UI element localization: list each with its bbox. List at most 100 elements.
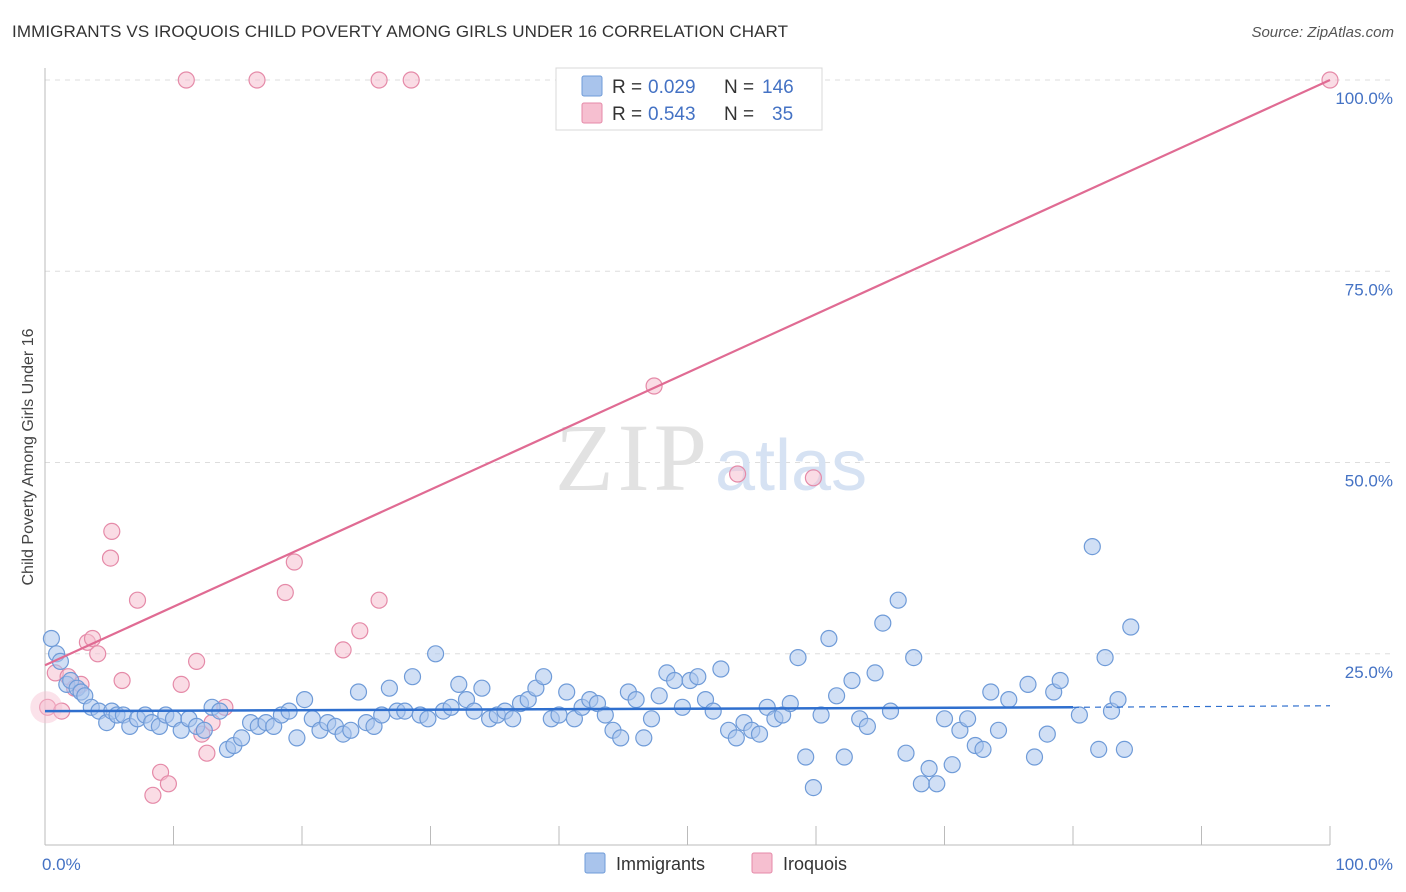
iroquois-trend-line xyxy=(44,78,1331,667)
iroquois-point-18 xyxy=(188,652,206,671)
immigrants-point-135 xyxy=(1083,537,1101,556)
immigrants-point-82 xyxy=(642,710,661,728)
immigrants-point-128 xyxy=(1000,690,1018,709)
iroquois-point-27 xyxy=(351,622,369,640)
immigrants-point-137 xyxy=(1096,648,1114,667)
immigrants-point-85 xyxy=(665,671,684,690)
legend-n-value-1: 146 xyxy=(762,77,794,98)
immigrants-point-71 xyxy=(558,683,576,701)
legend-n-label-1: N = xyxy=(724,77,754,98)
immigrants-trend-extension xyxy=(1072,705,1331,708)
immigrants-point-91 xyxy=(712,660,730,678)
immigrants-point-110 xyxy=(858,717,877,736)
correlation-legend: R = 0.029 N = 146 R = 0.543 N = 35 xyxy=(555,67,823,131)
immigrants-point-24 xyxy=(195,721,213,739)
axes-layer xyxy=(44,68,1331,846)
immigrants-point-139 xyxy=(1109,690,1127,709)
immigrants-point-60 xyxy=(473,679,491,697)
iroquois-point-13 xyxy=(144,786,162,804)
legend-immigrants-swatch xyxy=(581,75,603,97)
immigrants-point-133 xyxy=(1051,671,1069,690)
immigrants-point-121 xyxy=(943,756,961,774)
immigrants-point-126 xyxy=(982,683,1000,701)
watermark: ZIP atlas xyxy=(555,404,867,511)
immigrants-point-117 xyxy=(912,775,931,793)
immigrants-point-103 xyxy=(804,778,823,797)
immigrants-point-50 xyxy=(396,702,414,720)
immigrants-point-83 xyxy=(650,687,668,705)
bottom-legend-iroquois: Iroquois xyxy=(783,854,847,874)
legend-r-value-1: 0.029 xyxy=(648,77,696,98)
immigrants-point-78 xyxy=(612,729,630,747)
y-tick-label-2: 75.0% xyxy=(1345,280,1393,299)
immigrants-point-118 xyxy=(920,759,938,778)
immigrants-point-44 xyxy=(349,683,368,701)
legend-r-label-1: R = xyxy=(612,77,642,98)
immigrants-point-59 xyxy=(465,702,483,720)
immigrants-point-116 xyxy=(905,648,923,667)
iroquois-point-20 xyxy=(198,744,216,762)
immigrants-point-125 xyxy=(974,740,992,759)
immigrants-point-93 xyxy=(727,729,745,747)
y-axis-label: Child Poverty Among Girls Under 16 xyxy=(20,328,37,585)
iroquois-point-24 xyxy=(276,583,294,602)
grid-layer xyxy=(45,79,1395,655)
immigrants-point-136 xyxy=(1090,740,1108,759)
immigrants-point-106 xyxy=(827,687,846,705)
immigrants-point-76 xyxy=(596,706,614,724)
immigrants-point-123 xyxy=(958,710,977,728)
iroquois-edge-cluster xyxy=(30,691,63,724)
immigrants-point-64 xyxy=(504,710,522,728)
immigrants-point-130 xyxy=(1025,748,1044,766)
bottom-legend-iroquois-swatch xyxy=(751,852,773,874)
x-tick-label-min: 0.0% xyxy=(42,855,81,874)
immigrants-point-56 xyxy=(442,698,460,716)
iroquois-point-29 xyxy=(370,71,388,89)
iroquois-point-17 xyxy=(177,71,195,89)
chart-title: IMMIGRANTS VS IROQUOIS CHILD POVERTY AMO… xyxy=(12,22,789,41)
immigrants-point-120 xyxy=(935,710,954,728)
iroquois-point-32 xyxy=(728,465,747,483)
immigrants-point-29 xyxy=(233,729,251,747)
immigrants-point-48 xyxy=(380,679,398,697)
iroquois-point-12 xyxy=(128,591,147,609)
ticks-layer: 25.0% 50.0% 75.0% 100.0% 0.0% 100.0% xyxy=(42,89,1393,874)
immigrants-point-115 xyxy=(897,744,915,762)
immigrants-point-105 xyxy=(820,629,838,648)
x-tick-label-max: 100.0% xyxy=(1335,855,1393,874)
immigrants-point-36 xyxy=(288,729,306,747)
immigrants-point-43 xyxy=(342,721,360,739)
immigrants-point-96 xyxy=(750,725,769,743)
trend-layer xyxy=(44,78,1331,713)
y-tick-label-3: 100.0% xyxy=(1335,89,1393,108)
immigrants-point-113 xyxy=(881,702,900,720)
immigrants-point-90 xyxy=(704,702,722,720)
immigrants-point-0 xyxy=(42,629,61,648)
y-tick-label-1: 50.0% xyxy=(1345,472,1393,491)
immigrants-point-108 xyxy=(843,671,861,690)
iroquois-point-11 xyxy=(113,671,131,690)
immigrants-point-37 xyxy=(296,690,314,709)
immigrants-point-57 xyxy=(450,675,468,694)
iroquois-point-8 xyxy=(89,645,107,663)
immigrants-point-114 xyxy=(889,591,907,609)
legend-n-label-2: N = xyxy=(724,104,754,125)
iroquois-point-30 xyxy=(402,71,420,89)
immigrants-point-119 xyxy=(928,775,946,793)
immigrants-point-81 xyxy=(635,729,653,747)
immigrants-point-102 xyxy=(797,748,815,766)
immigrants-point-88 xyxy=(689,668,707,686)
legend-iroquois-swatch xyxy=(581,102,603,124)
legend-r-value-2: 0.543 xyxy=(648,104,696,125)
immigrants-point-111 xyxy=(866,664,884,682)
immigrants-point-51 xyxy=(403,668,422,686)
immigrants-point-54 xyxy=(427,645,445,663)
immigrants-point-131 xyxy=(1038,725,1056,743)
iroquois-point-28 xyxy=(370,591,388,609)
immigrants-point-129 xyxy=(1019,675,1037,694)
immigrants-point-53 xyxy=(419,710,437,728)
immigrants-point-140 xyxy=(1115,740,1134,759)
iroquois-point-9 xyxy=(101,549,120,567)
iroquois-point-25 xyxy=(285,553,303,571)
